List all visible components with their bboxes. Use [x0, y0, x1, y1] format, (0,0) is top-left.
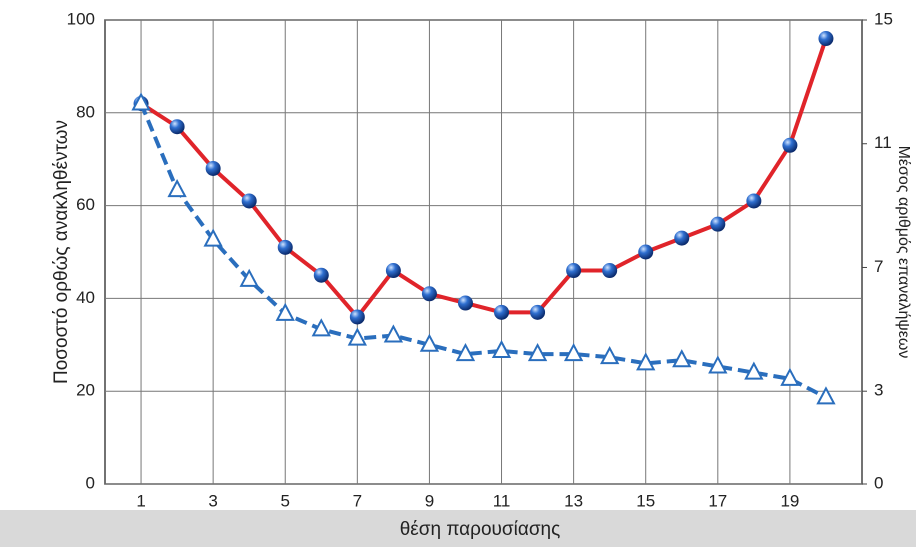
point-marker: [275, 302, 295, 321]
point-marker: [494, 304, 510, 320]
x-tick-label: 7: [353, 491, 362, 510]
y2-tick-label: 0: [874, 473, 883, 492]
point-marker: [672, 349, 692, 368]
point-marker: [203, 228, 223, 247]
y2-tick-label: 7: [874, 257, 883, 276]
x-tick-label: 1: [136, 491, 145, 510]
point-marker: [457, 295, 473, 311]
y-axis-label: Ποσοστό ορθώς ανακληθέντων: [51, 120, 72, 384]
point-marker: [239, 268, 259, 287]
x-tick-label: 13: [564, 491, 583, 510]
point-marker: [383, 324, 404, 343]
x-tick-label: 5: [281, 491, 290, 510]
point-marker: [780, 367, 800, 386]
x-tick-label: 19: [780, 491, 799, 510]
point-marker: [311, 318, 331, 337]
x-tick-label: 11: [493, 491, 511, 510]
point-marker: [421, 286, 437, 302]
x-tick-label: 17: [708, 491, 727, 510]
point-marker: [385, 263, 401, 279]
point-marker: [563, 342, 584, 362]
point-marker: [167, 179, 187, 198]
y-tick-label: 0: [86, 473, 95, 492]
point-marker: [491, 339, 512, 358]
point-marker: [710, 216, 726, 232]
y-tick-label: 40: [76, 288, 95, 307]
point-marker: [782, 137, 798, 153]
x-tick-label: 15: [636, 491, 655, 510]
point-marker: [602, 263, 618, 279]
point-marker: [527, 342, 548, 362]
y-tick-label: 20: [76, 381, 95, 400]
point-marker: [205, 160, 221, 176]
point-marker: [455, 342, 476, 362]
point-marker: [169, 119, 185, 135]
point-marker: [638, 244, 654, 260]
point-marker: [347, 327, 367, 346]
point-marker: [566, 263, 582, 279]
point-marker: [674, 230, 690, 246]
point-marker: [241, 193, 257, 209]
point-marker: [708, 355, 728, 374]
footer-band: [0, 510, 916, 547]
x-tick-label: 3: [208, 491, 217, 510]
y-tick-label: 60: [76, 195, 95, 214]
point-marker: [131, 92, 151, 111]
point-marker: [818, 31, 834, 47]
y2-axis-label: Μέσος αριθμός επαναλήψεων: [895, 146, 912, 359]
point-marker: [816, 386, 836, 405]
point-marker: [746, 193, 762, 209]
x-axis-label: θέση παρουσίασης: [400, 519, 561, 540]
point-marker: [744, 361, 764, 380]
point-marker: [636, 352, 656, 371]
point-marker: [277, 239, 293, 255]
y2-tick-label: 15: [874, 9, 893, 28]
y-tick-label: 80: [76, 102, 95, 121]
plot-area: [104, 19, 863, 485]
point-marker: [419, 333, 440, 352]
point-marker: [600, 346, 620, 365]
point-marker: [530, 304, 546, 320]
point-marker: [313, 267, 329, 283]
point-marker: [349, 309, 365, 325]
y2-tick-label: 3: [874, 381, 883, 400]
y2-tick-label: 11: [874, 133, 892, 152]
x-tick-label: 9: [425, 491, 434, 510]
y-tick-label: 100: [67, 9, 95, 28]
